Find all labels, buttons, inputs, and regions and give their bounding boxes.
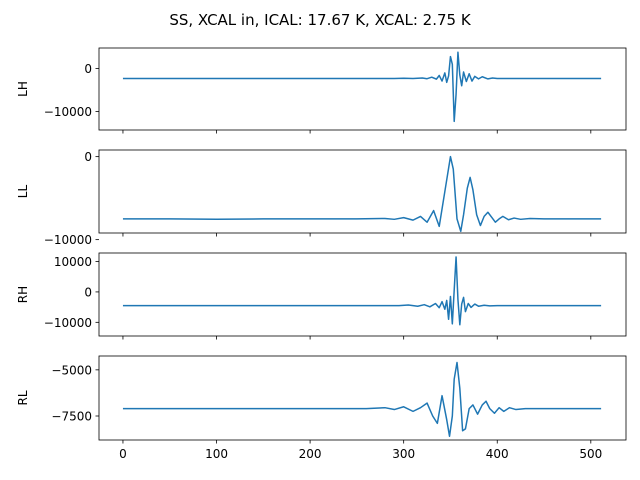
y-tick-label: −10000 xyxy=(44,233,92,247)
subplots: 0 −10000 LH 0 −10000 LL 10000 0 −10000 RH −5000 −75… xyxy=(16,47,627,461)
series-line-rh xyxy=(122,256,602,326)
series-line-lh xyxy=(122,51,602,123)
y-tick-label: −10000 xyxy=(44,316,92,330)
x-tick-label: 100 xyxy=(205,447,228,461)
axes-frame xyxy=(98,149,627,234)
y-axis-label: LH xyxy=(16,81,30,97)
x-tick-label: 300 xyxy=(392,447,415,461)
x-tick-label: 500 xyxy=(579,447,602,461)
y-axis-label: RL xyxy=(16,390,30,405)
y-tick-label: −5000 xyxy=(51,363,92,377)
y-axis-label: LL xyxy=(16,185,30,199)
y-tick-label: 0 xyxy=(84,150,92,164)
axes-frame xyxy=(98,47,627,131)
subplot-rh: 10000 0 −10000 RH xyxy=(16,252,627,340)
subplot-ll: 0 −10000 LL xyxy=(16,149,627,247)
y-tick-label: 10000 xyxy=(54,255,92,269)
y-tick-label: 0 xyxy=(84,285,92,299)
y-tick-label: −7500 xyxy=(51,410,92,424)
series-line-ll xyxy=(122,155,602,233)
y-axis-label: RH xyxy=(16,286,30,303)
subplot-lh: 0 −10000 LH xyxy=(16,47,627,134)
x-tick-label: 200 xyxy=(299,447,322,461)
figure-title: SS, XCAL in, ICAL: 17.67 K, XCAL: 2.75 K xyxy=(169,11,472,29)
axes-frame xyxy=(98,252,627,337)
y-tick-label: 0 xyxy=(84,62,92,76)
x-tick-label: 400 xyxy=(486,447,509,461)
axes-frame xyxy=(98,355,627,441)
x-tick-label: 0 xyxy=(119,447,127,461)
subplot-rl: −5000 −7500 0 100 200 300 400 500 RL xyxy=(16,355,627,461)
y-tick-label: −10000 xyxy=(44,105,92,119)
series-line-rl xyxy=(122,361,602,438)
